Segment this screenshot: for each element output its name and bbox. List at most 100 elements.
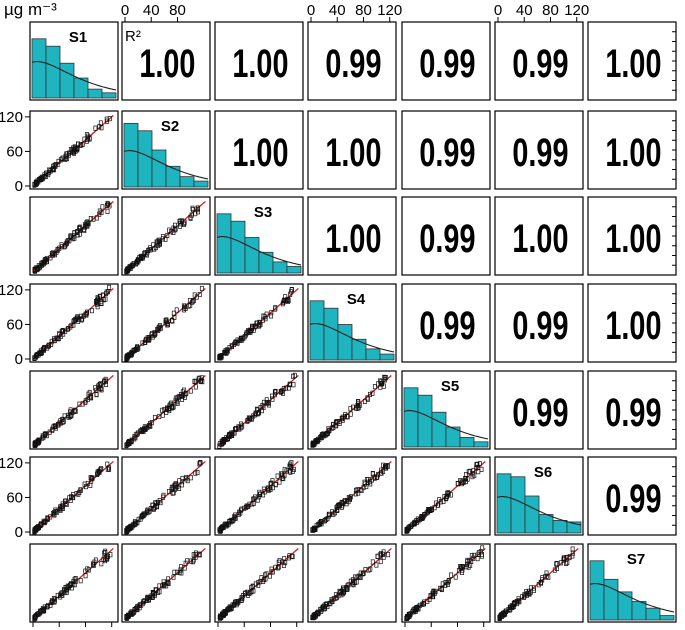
scatter-point: [188, 475, 193, 481]
scatter-point: [345, 583, 350, 589]
scatter-point: [247, 328, 252, 334]
panel-frame: [494, 196, 584, 276]
scatter-point: [133, 346, 138, 352]
scatter-point: [125, 353, 130, 359]
scatter-point: [106, 201, 111, 207]
scatter-point: [289, 460, 294, 466]
scatter-point: [104, 289, 109, 295]
scatter-point: [444, 495, 449, 501]
hist-bar-S1-6: [101, 92, 117, 99]
scatter-point: [188, 388, 193, 394]
scatter-point: [83, 573, 88, 579]
scatter-point: [453, 574, 458, 580]
scatter-point: [192, 292, 197, 298]
scatter-point: [93, 299, 98, 305]
scatter-point: [97, 211, 102, 217]
scatter-point: [273, 388, 278, 395]
scatter-point: [520, 594, 525, 600]
scatter-point: [257, 409, 262, 416]
scatter-point: [341, 501, 345, 507]
scatter-point: [321, 431, 326, 437]
scatter-point: [64, 151, 69, 157]
scatter-point: [570, 550, 575, 556]
scatter-point: [281, 299, 286, 305]
panel-S6-S5: [401, 456, 491, 536]
scatter-point: [98, 294, 103, 300]
scatter-point: [84, 484, 88, 490]
hist-bar-S5-2: [417, 394, 433, 448]
scatter-point: [34, 525, 39, 531]
scatter-point: [102, 550, 107, 556]
hist-bar-S1-3: [59, 62, 75, 99]
scatter-point: [104, 116, 109, 122]
hist-bar-S2-2: [137, 130, 153, 188]
scatter-point: [224, 350, 229, 356]
hist-bar-S5-1: [403, 387, 419, 448]
top-axis-tick-label: 40: [329, 2, 346, 19]
left-axis-tick-label: 60: [6, 316, 23, 333]
scatter-point: [276, 559, 281, 565]
hist-bar-S4-1: [309, 300, 325, 361]
scatter-point: [85, 309, 90, 315]
scatter-point: [247, 501, 252, 507]
scatter-point: [125, 526, 130, 532]
scatter-point: [244, 332, 248, 338]
panel-S7-S5: [401, 543, 491, 623]
scatter-point: [405, 614, 410, 620]
scatter-point: [269, 310, 274, 316]
scatter-point: [40, 261, 45, 267]
panel-frame: [494, 110, 584, 190]
panel-S3-S6: 1.00: [494, 196, 584, 276]
scatter-point: [195, 470, 200, 476]
scatter-point: [71, 322, 76, 328]
panel-frame: [494, 370, 584, 450]
scatter-point: [432, 505, 437, 511]
scatter-point: [55, 246, 60, 253]
scatter-point: [101, 297, 106, 303]
scatter-point: [44, 255, 49, 262]
panel-frame: [307, 110, 397, 190]
scatter-point: [382, 463, 387, 470]
panel-S7-S7: S7: [587, 543, 677, 623]
scatter-point: [460, 569, 464, 575]
panel-frame: [307, 21, 397, 101]
scatter-point: [334, 419, 339, 425]
hist-bar-S7-5: [645, 607, 661, 621]
scatter-point: [135, 604, 140, 610]
scatter-point: [445, 581, 450, 587]
scatter-point: [127, 613, 131, 619]
scatter-point: [129, 352, 134, 358]
scatter-point: [275, 565, 280, 571]
panel-S7-S2: [121, 543, 211, 623]
r2-value-S1-S5: 0.99: [419, 41, 475, 86]
scatter-point: [136, 258, 141, 264]
scatter-point: [53, 163, 58, 169]
scatter-point: [49, 341, 54, 347]
scatter-point: [554, 560, 559, 567]
scatter-point: [193, 470, 198, 476]
scatter-point: [133, 520, 138, 526]
scatter-point: [51, 167, 56, 173]
scatter-point: [331, 424, 336, 430]
scatter-point: [311, 441, 316, 447]
scatter-point: [141, 511, 146, 517]
scatter-point: [166, 580, 171, 586]
scatter-point: [177, 219, 182, 225]
panel-S5-S7: 0.99: [587, 370, 677, 450]
scatter-point: [135, 257, 140, 263]
scatter-point: [407, 524, 412, 530]
scatter-point: [284, 468, 289, 474]
scatter-point: [232, 514, 237, 520]
scatter-point: [101, 556, 106, 562]
scatter-point: [66, 152, 71, 158]
panel-frame: [121, 21, 211, 101]
scatter-point: [507, 604, 512, 610]
scatter-point: [223, 610, 228, 616]
scatter-point: [328, 600, 333, 606]
scatter-point: [143, 339, 148, 345]
scatter-point: [95, 470, 100, 476]
scatter-point: [169, 400, 174, 406]
scatter-point: [72, 576, 77, 582]
panel-S1-S3: 1.00: [214, 21, 304, 101]
scatter-point: [169, 484, 174, 490]
